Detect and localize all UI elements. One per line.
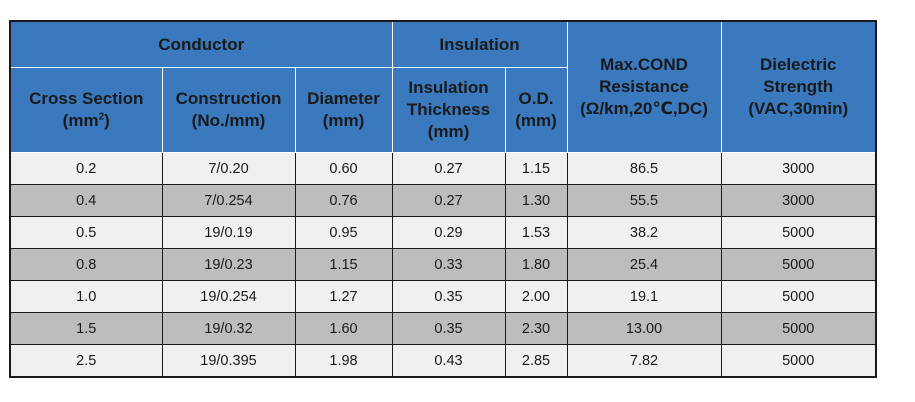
cell-construction: 19/0.23: [161, 248, 296, 281]
header-insulation-thickness-line2: Thickness: [406, 100, 491, 119]
cell-diameter: 0.60: [294, 152, 393, 185]
header-max-cond-resistance-line1: Max.COND: [600, 55, 688, 74]
cell-insulation-thickness: 0.43: [391, 344, 506, 378]
header-max-cond-resistance-line2: Resistance: [599, 77, 689, 96]
table-row: 0.8 19/0.23 1.15 0.33 1.80 25.4 5000: [9, 248, 877, 281]
cell-insulation-thickness: 0.33: [391, 248, 506, 281]
table-row: 1.5 19/0.32 1.60 0.35 2.30 13.00 5000: [9, 312, 877, 345]
cell-cross-section: 0.2: [9, 152, 163, 185]
header-dielectric-strength-unit: (VAC,30min): [748, 99, 849, 118]
header-od-label: O.D.: [518, 89, 554, 108]
cell-od: 2.30: [504, 312, 568, 345]
cell-max-cond-resistance: 13.00: [566, 312, 722, 345]
cell-max-cond-resistance: 86.5: [566, 152, 722, 185]
cell-insulation-thickness: 0.35: [391, 312, 506, 345]
cell-od: 1.15: [504, 152, 568, 185]
cell-construction: 7/0.254: [161, 184, 296, 217]
header-insulation-thickness: Insulation Thickness (mm): [391, 67, 506, 153]
cell-max-cond-resistance: 38.2: [566, 216, 722, 249]
table-row: 0.4 7/0.254 0.76 0.27 1.30 55.5 3000: [9, 184, 877, 217]
cell-max-cond-resistance: 25.4: [566, 248, 722, 281]
cell-construction: 19/0.254: [161, 280, 296, 313]
header-insulation: Insulation: [391, 20, 568, 68]
cell-dielectric-strength: 3000: [720, 184, 877, 217]
header-dielectric-strength-line1: Dielectric: [759, 55, 837, 74]
cell-diameter: 1.27: [294, 280, 393, 313]
header-cross-section: Cross Section (mm2): [9, 67, 163, 153]
cell-dielectric-strength: 5000: [720, 280, 877, 313]
cell-max-cond-resistance: 7.82: [566, 344, 722, 378]
cell-dielectric-strength: 5000: [720, 216, 877, 249]
cell-insulation-thickness: 0.29: [391, 216, 506, 249]
cell-insulation-thickness: 0.35: [391, 280, 506, 313]
header-insulation-thickness-unit: (mm): [427, 122, 470, 141]
header-max-cond-resistance: Max.COND Resistance (Ω/km,20℃,DC): [566, 20, 722, 153]
cell-diameter: 0.76: [294, 184, 393, 217]
cell-insulation-thickness: 0.27: [391, 184, 506, 217]
header-diameter-label: Diameter: [307, 89, 380, 108]
header-od-unit: (mm): [515, 111, 557, 130]
cell-diameter: 1.15: [294, 248, 393, 281]
cell-construction: 19/0.395: [161, 344, 296, 378]
cell-cross-section: 2.5: [9, 344, 163, 378]
table-header: Conductor Insulation Max.COND Resistance…: [9, 20, 877, 153]
header-group-row: Conductor Insulation Max.COND Resistance…: [9, 20, 877, 153]
cell-dielectric-strength: 5000: [720, 248, 877, 281]
cell-construction: 19/0.19: [161, 216, 296, 249]
header-conductor: Conductor: [9, 20, 393, 68]
header-construction: Construction (No./mm): [161, 67, 296, 153]
cell-construction: 19/0.32: [161, 312, 296, 345]
cell-diameter: 1.60: [294, 312, 393, 345]
cell-construction: 7/0.20: [161, 152, 296, 185]
cell-cross-section: 0.5: [9, 216, 163, 249]
cell-cross-section: 1.5: [9, 312, 163, 345]
cell-cross-section: 0.8: [9, 248, 163, 281]
cell-od: 2.85: [504, 344, 568, 378]
table-body: 0.2 7/0.20 0.60 0.27 1.15 86.5 3000 0.4 …: [9, 152, 877, 378]
cell-diameter: 1.98: [294, 344, 393, 378]
cell-max-cond-resistance: 55.5: [566, 184, 722, 217]
header-od: O.D. (mm): [504, 67, 568, 153]
header-dielectric-strength-line2: Strength: [763, 77, 834, 96]
header-column-row: Cross Section (mm2) Construction (No./mm…: [9, 67, 876, 153]
cell-cross-section: 1.0: [9, 280, 163, 313]
header-diameter: Diameter (mm): [294, 67, 393, 153]
header-max-cond-resistance-unit: (Ω/km,20℃,DC): [580, 99, 708, 118]
cell-od: 1.53: [504, 216, 568, 249]
cell-diameter: 0.95: [294, 216, 393, 249]
cell-dielectric-strength: 5000: [720, 312, 877, 345]
header-construction-label: Construction: [175, 89, 282, 108]
cell-od: 1.80: [504, 248, 568, 281]
cell-insulation-thickness: 0.27: [391, 152, 506, 185]
cell-od: 1.30: [504, 184, 568, 217]
cell-dielectric-strength: 3000: [720, 152, 877, 185]
cable-spec-table: Conductor Insulation Max.COND Resistance…: [9, 20, 877, 378]
table-row: 1.0 19/0.254 1.27 0.35 2.00 19.1 5000: [9, 280, 877, 313]
cell-od: 2.00: [504, 280, 568, 313]
cell-max-cond-resistance: 19.1: [566, 280, 722, 313]
header-cross-section-label: Cross Section: [29, 89, 144, 108]
header-insulation-thickness-line1: Insulation: [408, 78, 489, 97]
header-dielectric-strength: Dielectric Strength (VAC,30min): [720, 20, 877, 153]
table-row: 0.5 19/0.19 0.95 0.29 1.53 38.2 5000: [9, 216, 877, 249]
cell-dielectric-strength: 5000: [720, 344, 877, 378]
header-cross-section-unit: (mm2): [62, 111, 110, 130]
table-row: 2.5 19/0.395 1.98 0.43 2.85 7.82 5000: [9, 344, 877, 378]
cell-cross-section: 0.4: [9, 184, 163, 217]
header-construction-unit: (No./mm): [191, 111, 266, 130]
table-row: 0.2 7/0.20 0.60 0.27 1.15 86.5 3000: [9, 152, 877, 185]
header-diameter-unit: (mm): [322, 111, 365, 130]
